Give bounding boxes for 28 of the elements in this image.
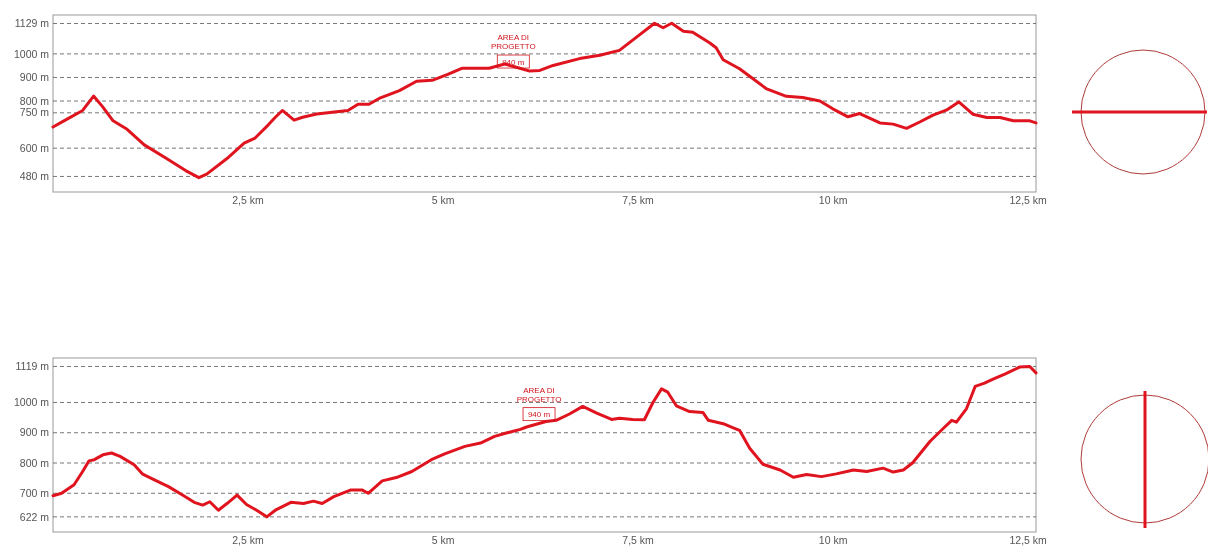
line-series — [51, 364, 1038, 519]
annotation: 940 m — [527, 410, 551, 420]
line-series — [51, 21, 1038, 180]
x-tick-label: 10 km — [818, 194, 848, 206]
x-tick-label: 12,5 km — [1009, 194, 1048, 206]
x-tick-label: 5 km — [431, 534, 455, 546]
y-tick-label: 622 m — [19, 510, 50, 523]
x-tick-label: 7,5 km — [622, 534, 655, 546]
x-tick-label: 2,5 km — [232, 194, 265, 206]
annotation: AREA DI PROGETTO — [489, 33, 537, 52]
y-tick-label: 900 m — [19, 71, 50, 84]
y-tick-label: 700 m — [19, 486, 50, 499]
x-tick-label: 5 km — [431, 194, 455, 206]
y-tick-label: 900 m — [19, 426, 50, 439]
y-tick-label: 600 m — [19, 141, 50, 154]
x-tick-label: 2,5 km — [232, 534, 265, 546]
y-tick-label: 750 m — [19, 106, 50, 119]
x-tick-label: 10 km — [818, 534, 848, 546]
x-tick-label: 7,5 km — [622, 194, 655, 206]
annotation: AREA DI PROGETTO — [515, 385, 563, 404]
y-tick-label: 800 m — [19, 94, 50, 107]
y-tick-label: 1000 m — [13, 396, 50, 409]
y-tick-label: 1000 m — [13, 47, 50, 60]
y-tick-label: 800 m — [19, 456, 50, 469]
x-tick-label: 12,5 km — [1009, 534, 1048, 546]
y-tick-label: 1119 m — [15, 360, 50, 373]
y-tick-label: 1129 m — [14, 17, 50, 30]
y-tick-label: 480 m — [19, 170, 50, 183]
